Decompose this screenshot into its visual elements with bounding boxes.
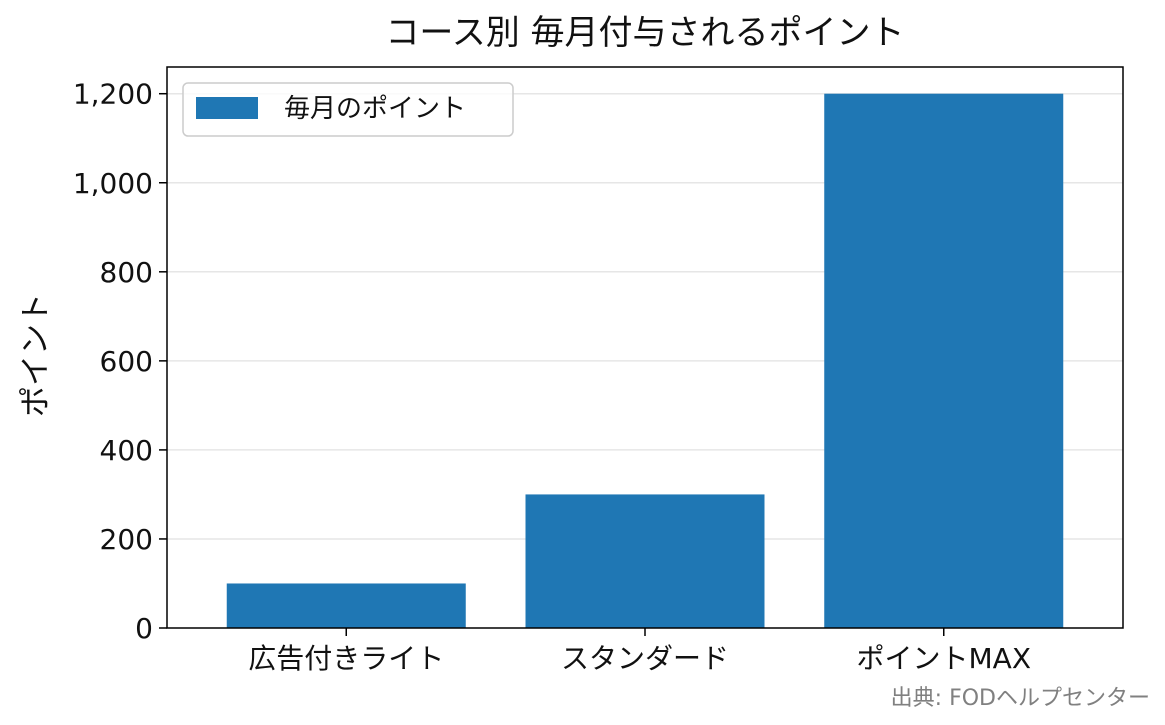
y-tick-label: 800 — [100, 256, 153, 289]
y-tick-label: 1,200 — [73, 78, 153, 111]
y-axis-label: ポイント — [18, 293, 54, 417]
x-tick-label: スタンダード — [561, 642, 729, 675]
bars — [226, 93, 1064, 628]
bar — [824, 93, 1064, 628]
y-tick-label: 400 — [100, 434, 153, 467]
x-tick-label: ポイントMAX — [857, 642, 1032, 675]
source-note: 出典: FODヘルプセンター — [891, 686, 1150, 711]
y-ticks: 0 200 400 600 800 1,000 1,200 — [73, 78, 167, 645]
x-tick-label: 広告付きライト — [248, 642, 444, 675]
x-ticks: 広告付きライト スタンダード ポイントMAX — [248, 628, 1031, 675]
chart-title: コース別 毎月付与されるポイント — [385, 13, 904, 53]
legend: 毎月のポイント — [182, 82, 514, 137]
y-tick-label: 600 — [100, 345, 153, 378]
legend-swatch — [196, 97, 258, 119]
plot-area: 0 200 400 600 800 1,000 1,200 広告付きライト スタンダード ポイン… — [73, 66, 1124, 675]
bar — [226, 583, 466, 628]
legend-box — [182, 82, 514, 137]
y-tick-label: 200 — [100, 523, 153, 556]
legend-label: 毎月のポイント — [284, 94, 466, 124]
y-tick-label: 0 — [135, 612, 153, 645]
bar — [525, 494, 765, 628]
y-tick-label: 1,000 — [73, 167, 153, 200]
